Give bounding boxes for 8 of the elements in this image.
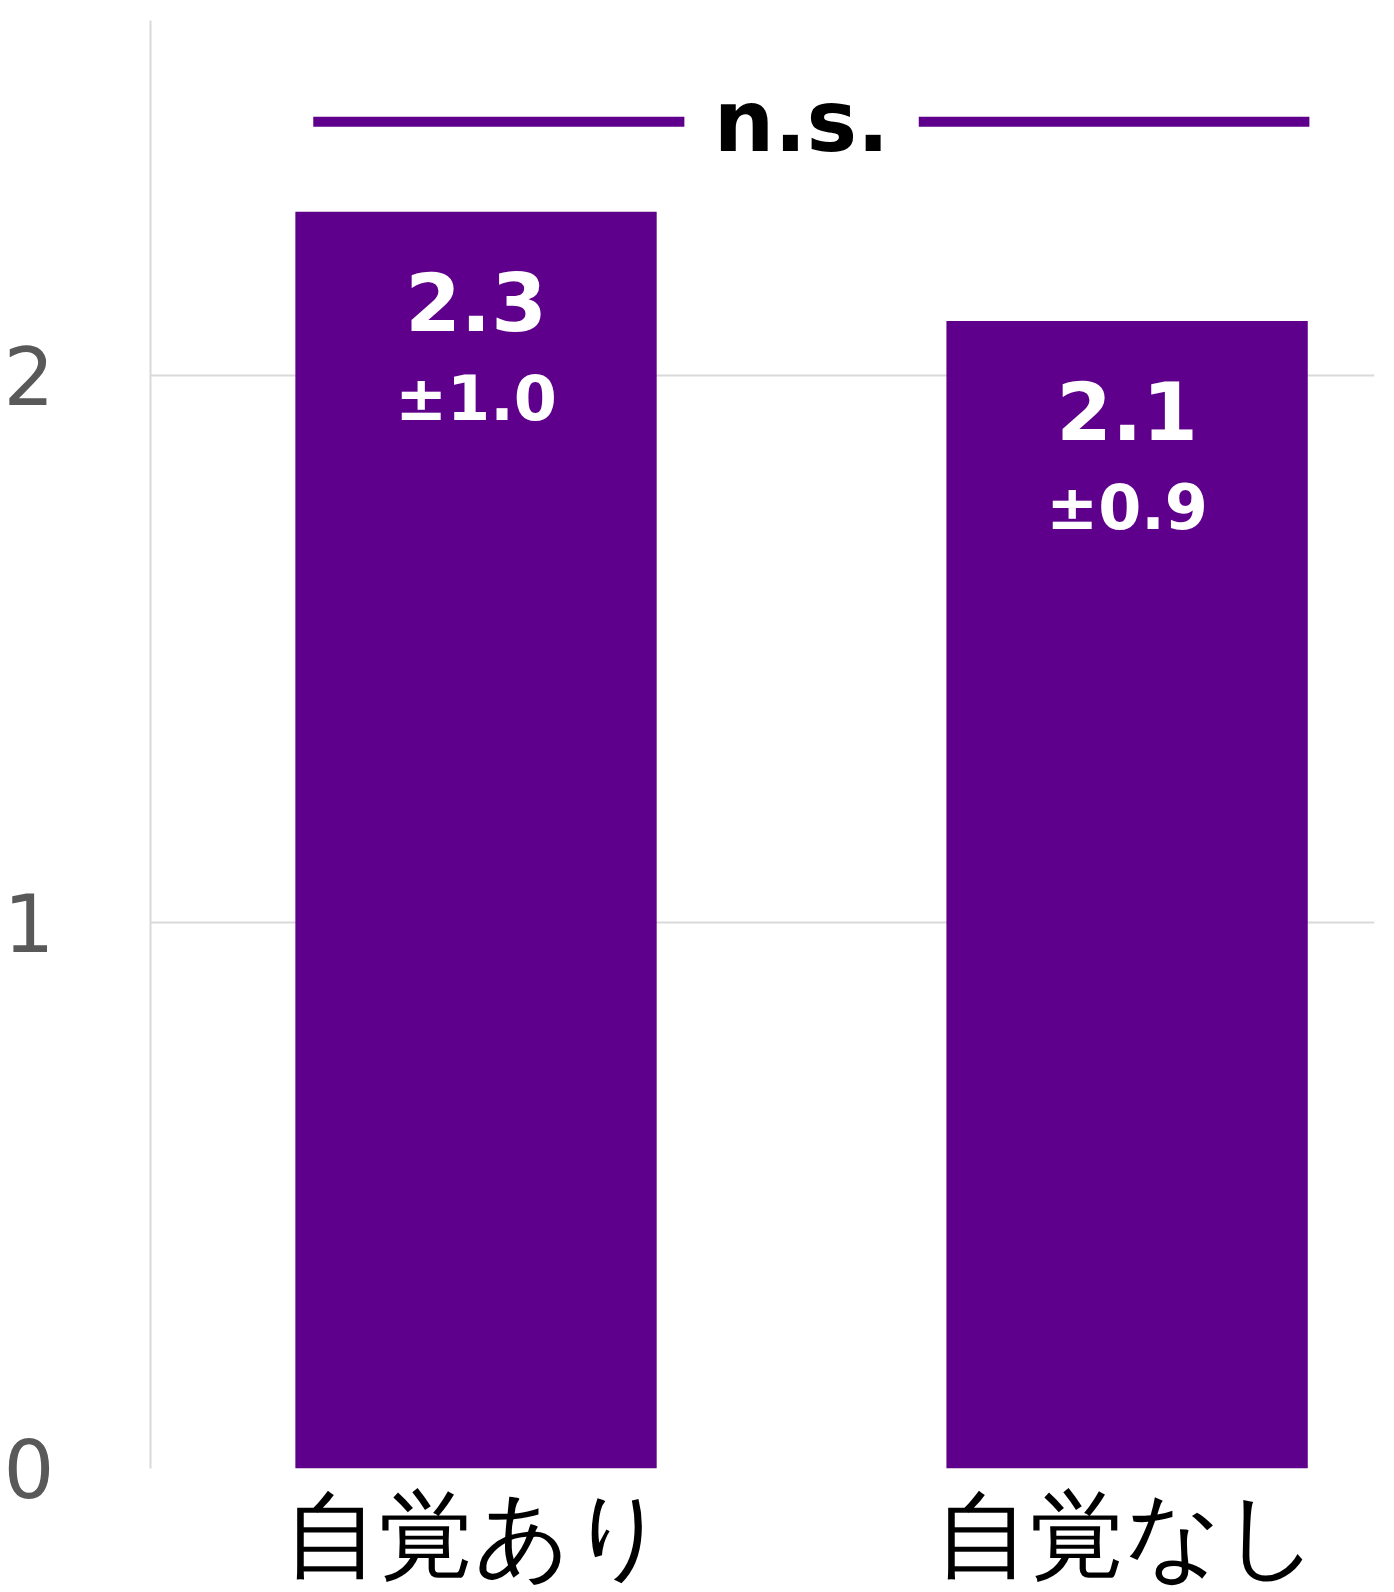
data-label: 2.1 ±0.9 (1046, 366, 1208, 545)
x-tick-label: 自覚あり (284, 1479, 669, 1590)
data-label: 2.3 ±1.0 (395, 256, 557, 435)
x-tick-label: 自覚なし (935, 1479, 1320, 1590)
annotation: n.s. (713, 72, 890, 172)
y-tick-label: 2 (3, 331, 55, 425)
y-tick-label: 1 (3, 877, 55, 971)
y-tick-label: 0 (3, 1424, 55, 1517)
